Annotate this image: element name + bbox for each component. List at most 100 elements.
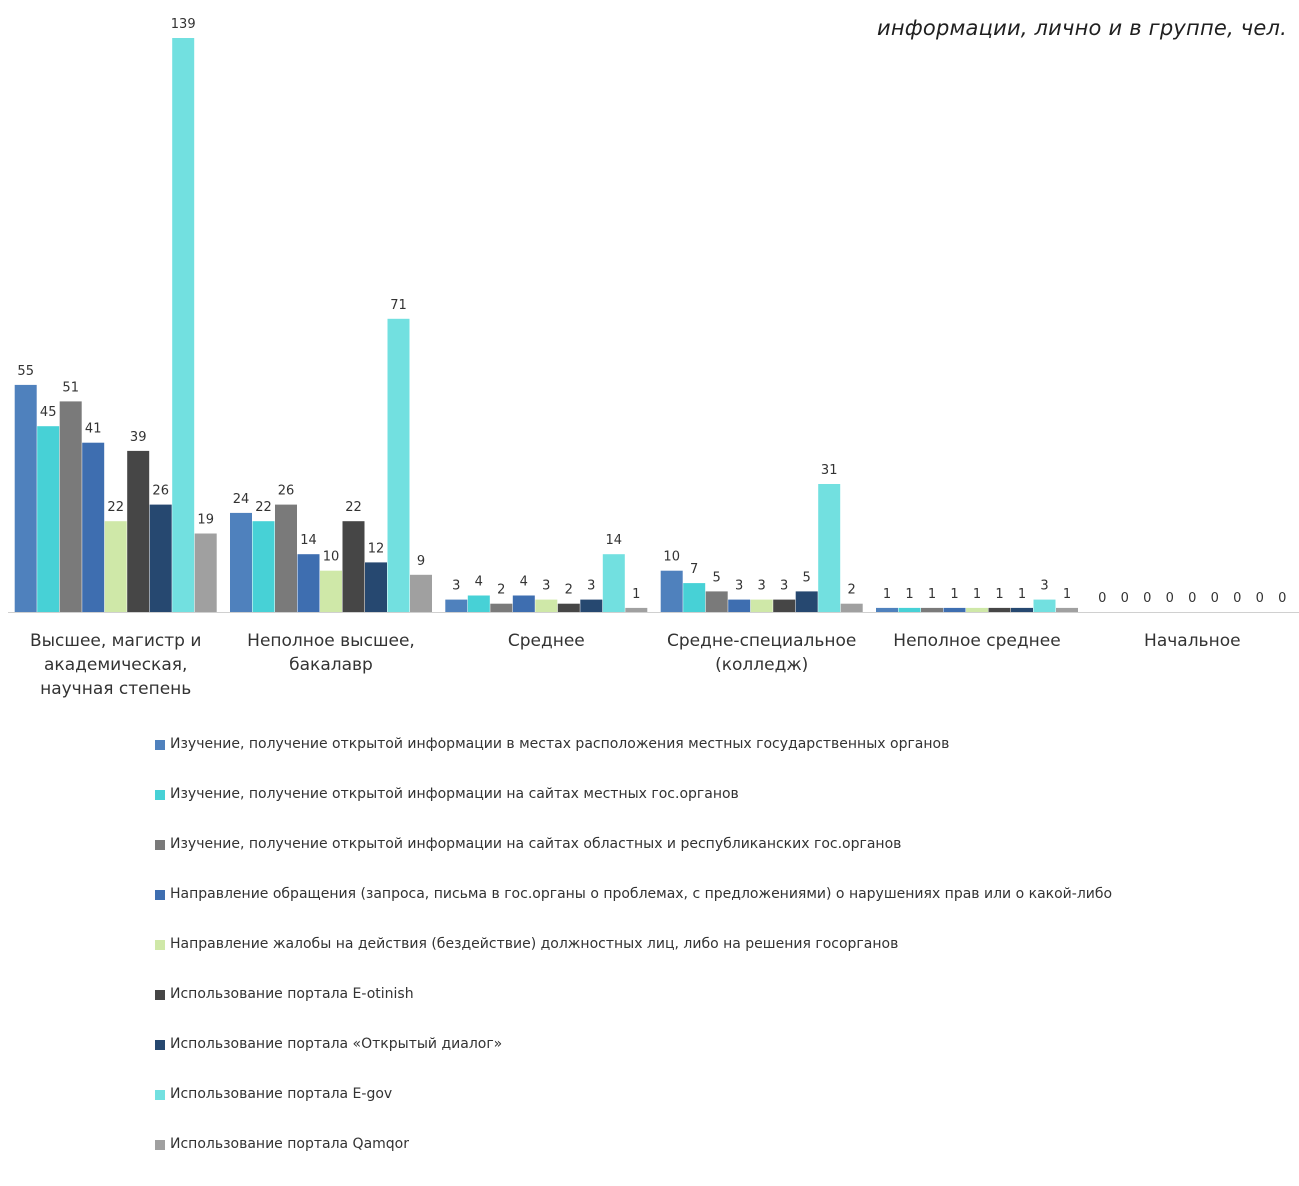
legend-label: Изучение, получение открытой информации …: [170, 736, 950, 752]
data-label: 9: [417, 554, 425, 569]
legend-label: Использование портала «Открытый диалог»: [170, 1036, 503, 1052]
data-label: 71: [390, 298, 407, 313]
data-label: 39: [130, 430, 147, 445]
data-label: 22: [255, 500, 272, 515]
data-label: 31: [821, 463, 838, 478]
data-label: 1: [1018, 587, 1026, 602]
bar: [410, 574, 432, 612]
data-label: 10: [663, 550, 680, 565]
legend-label: Использование портала E-otinish: [170, 986, 414, 1002]
bar: [602, 554, 625, 612]
legend-item: Использование портала E-otinish: [155, 986, 1215, 1036]
legend-item: Изучение, получение открытой информации …: [155, 786, 1215, 836]
bar: [818, 484, 841, 612]
data-label: 2: [565, 583, 573, 598]
chart-title: информации, лично и в группе, чел.: [876, 16, 1287, 40]
bar: [557, 603, 580, 612]
legend-swatch: [155, 1140, 165, 1150]
data-label: 10: [323, 550, 340, 565]
bar: [252, 521, 275, 612]
data-label: 2: [497, 583, 505, 598]
bar: [705, 591, 728, 612]
bar: [275, 504, 297, 612]
bar: [172, 38, 195, 612]
bar: [898, 607, 921, 612]
legend-swatch: [155, 990, 165, 1000]
legend-swatch: [155, 740, 165, 750]
bar: [82, 442, 105, 612]
bar: [750, 599, 773, 612]
data-label: 1: [950, 587, 958, 602]
legend-item: Использование портала E-gov: [155, 1086, 1215, 1136]
bar: [876, 607, 898, 612]
data-label: 5: [713, 570, 721, 585]
data-label: 3: [735, 579, 743, 594]
bar: [840, 603, 863, 612]
legend-swatch: [155, 790, 165, 800]
legend-label: Направление обращения (запроса, письма в…: [170, 886, 1113, 902]
bar: [728, 599, 751, 612]
data-label: 3: [452, 579, 460, 594]
data-label: 0: [1233, 591, 1241, 606]
data-label: 0: [1121, 591, 1129, 606]
data-label: 51: [62, 380, 79, 395]
bar: [342, 521, 365, 612]
category-label: Высшее, магистр и академическая, научная с…: [30, 631, 201, 699]
bar: [795, 591, 818, 612]
bar: [1011, 607, 1033, 612]
data-label: 7: [690, 562, 698, 577]
data-label: 12: [368, 541, 385, 556]
category-label: Среднее: [508, 631, 585, 651]
bar: [14, 384, 37, 612]
bar: [37, 426, 60, 612]
bar: [149, 504, 172, 612]
data-label: 41: [85, 422, 102, 437]
bar: [921, 607, 943, 612]
bar: [580, 599, 603, 612]
data-label: 22: [107, 500, 124, 515]
bar: [1033, 599, 1056, 612]
data-label: 5: [803, 570, 811, 585]
bar: [467, 595, 490, 612]
legend-swatch: [155, 940, 165, 950]
bar: [535, 599, 558, 612]
legend-item: Изучение, получение открытой информации …: [155, 836, 1215, 886]
legend-swatch: [155, 1090, 165, 1100]
data-label: 1: [905, 587, 913, 602]
category-label: Средне-специальное (колледж): [667, 631, 856, 675]
category-label: Неполное среднее: [893, 631, 1060, 651]
legend-swatch: [155, 1040, 165, 1050]
bar: [387, 318, 410, 612]
category-label: Начальное: [1144, 631, 1241, 651]
legend-item: Использование портала Qamqor: [155, 1136, 1215, 1186]
data-label: 3: [1040, 579, 1048, 594]
data-label: 0: [1211, 591, 1219, 606]
data-label: 1: [632, 587, 640, 602]
bar: [773, 599, 796, 612]
data-label: 1: [973, 587, 981, 602]
bar: [1056, 607, 1078, 612]
bar: [625, 607, 648, 612]
data-label: 0: [1278, 591, 1286, 606]
bar: [445, 599, 468, 612]
data-label: 3: [587, 579, 595, 594]
bar: [490, 603, 513, 612]
bar: [988, 607, 1011, 612]
data-label: 0: [1166, 591, 1174, 606]
bar: [943, 607, 966, 612]
legend-label: Направление жалобы на действия (бездейст…: [170, 936, 899, 952]
legend-swatch: [155, 840, 165, 850]
data-label: 14: [300, 533, 317, 548]
legend-swatch: [155, 890, 165, 900]
bar: [660, 570, 683, 612]
legend-item: Изучение, получение открытой информации …: [155, 736, 1215, 786]
legend-label: Использование портала Qamqor: [170, 1136, 410, 1152]
data-label: 4: [475, 575, 483, 590]
data-label: 0: [1256, 591, 1264, 606]
bar: [320, 570, 342, 612]
category-label: Неполное высшее, бакалавр: [247, 631, 415, 675]
data-label: 2: [848, 583, 856, 598]
data-label: 0: [1143, 591, 1151, 606]
data-label: 26: [278, 484, 295, 499]
